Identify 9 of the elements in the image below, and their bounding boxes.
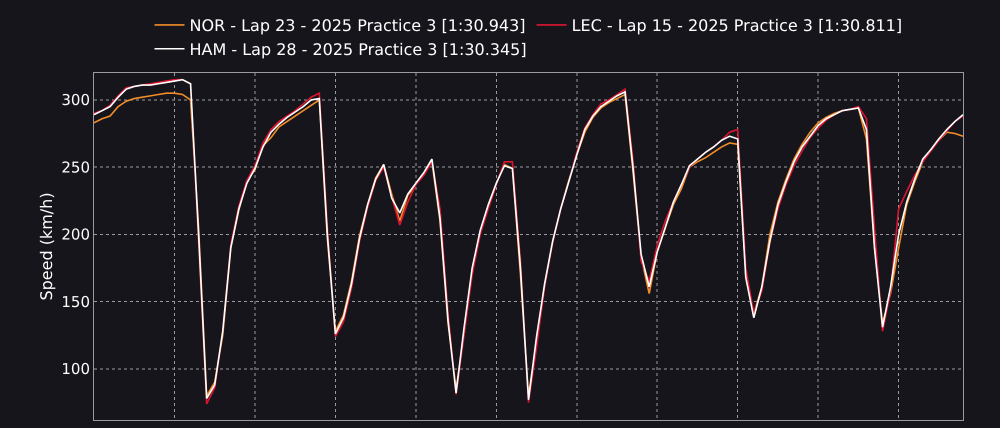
y-tick-label: 150 [61, 292, 90, 311]
y-tick-label: 250 [61, 158, 90, 176]
y-tick-label: 100 [61, 360, 90, 378]
legend-label: LEC - Lap 15 - 2025 Practice 3 [1:30.811] [572, 16, 902, 36]
y-tick-label: 200 [61, 226, 90, 244]
y-axis-title: Speed (km/h) [37, 192, 56, 301]
legend-label: HAM - Lap 28 - 2025 Practice 3 [1:30.345] [190, 40, 527, 59]
y-tick-label: 300 [61, 91, 90, 110]
legend-label: NOR - Lap 23 - 2025 Practice 3 [1:30.943] [190, 16, 526, 36]
